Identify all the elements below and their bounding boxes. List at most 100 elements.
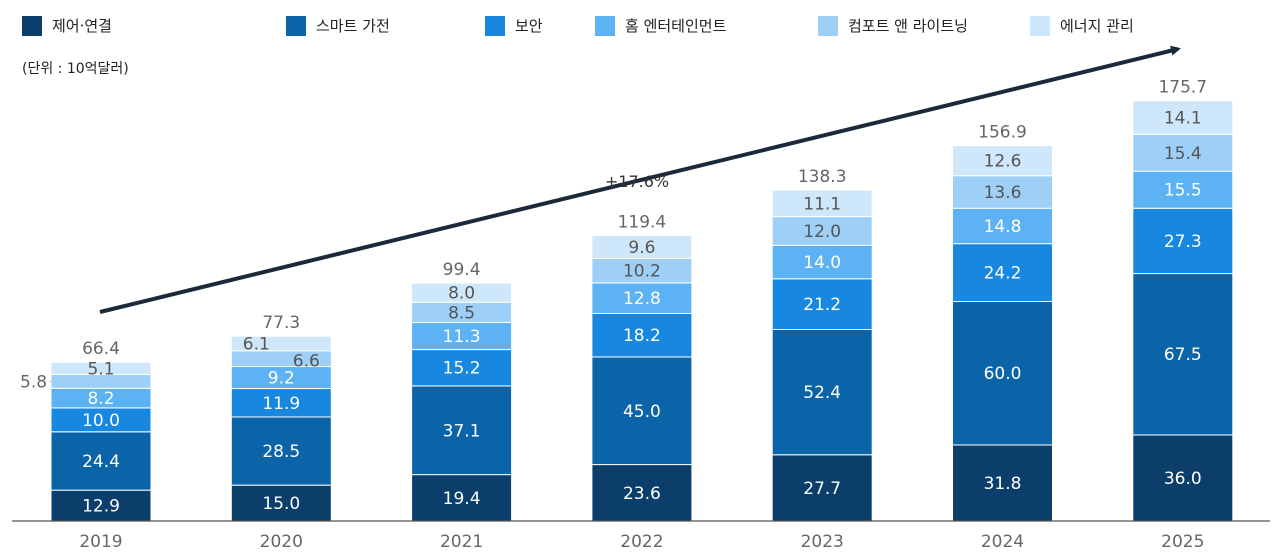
- x-tick-label: 2023: [801, 532, 844, 552]
- total-label: 77.3: [262, 313, 300, 333]
- seg-label: 67.5: [1164, 345, 1202, 365]
- cagr-label: +17.6%: [605, 172, 669, 191]
- legend-item: 에너지 관리: [1030, 16, 1134, 36]
- seg-label: 27.7: [803, 479, 841, 499]
- bar-segment: [591, 312, 693, 358]
- x-tick-label: 2024: [981, 532, 1024, 552]
- seg-label: 5.8: [20, 372, 47, 392]
- bar-segment: [952, 444, 1053, 522]
- trend-line: [99, 45, 1181, 314]
- legend-item: 컴포트 앤 라이트닝: [818, 16, 968, 36]
- bar-segment: [771, 189, 873, 218]
- seg-label: 10.0: [82, 411, 120, 431]
- bar-segment: [1132, 273, 1234, 436]
- x-tick-label: 2022: [620, 532, 663, 552]
- seg-label: 9.6: [628, 238, 655, 258]
- bar-segment: [230, 388, 332, 418]
- total-label: 138.3: [798, 167, 847, 187]
- x-tick-label: 2021: [440, 532, 483, 552]
- x-tick-label: 2020: [260, 532, 303, 552]
- legend-swatch: [818, 16, 838, 36]
- bar-segment: [771, 454, 873, 522]
- seg-label: 13.6: [984, 183, 1022, 203]
- legend-item: 홈 엔터테인먼트: [595, 16, 727, 36]
- bar-segment: [591, 356, 693, 466]
- bar-segment: [591, 282, 693, 314]
- seg-label: 11.9: [262, 394, 300, 414]
- bar-segment: [50, 361, 152, 375]
- seg-label: 23.6: [623, 484, 661, 504]
- seg-label: 12.8: [623, 289, 661, 309]
- legend-item: 스마트 가전: [286, 16, 390, 36]
- seg-label: 18.2: [623, 326, 661, 346]
- seg-label: 5.1: [87, 359, 114, 379]
- bars: 12.9 24.4 10.08.2 5.8 5.166.4 15.0 28.5 11.9 9.2…: [20, 78, 1234, 522]
- bar-segment: [771, 328, 873, 456]
- bar-segment: [591, 235, 693, 259]
- bar-stack-2024: 31.8 60.0 24.2 14.8 13.6 12.6 156.9: [952, 123, 1053, 522]
- seg-label: 11.3: [443, 327, 481, 347]
- bar-segment: [771, 278, 873, 330]
- bar-stack-2023: 27.7 52.4 21.2 14.0 12.0 11.1 138.3: [771, 167, 873, 522]
- seg-label: 27.3: [1164, 232, 1202, 252]
- bar-segment: [411, 349, 513, 387]
- seg-label: 10.2: [623, 262, 661, 282]
- seg-label: 12.0: [803, 222, 841, 242]
- x-tick-label: 2019: [79, 532, 122, 552]
- bar-segment: [952, 207, 1053, 245]
- seg-label: 24.2: [984, 264, 1022, 284]
- seg-label: 6.1: [243, 334, 270, 354]
- legend: 제어·연결 스마트 가전 보안 홈 엔터테인먼트 컴포트 앤 라이트닝 에너지 관리: [22, 16, 1134, 36]
- bar-stack-2025: 36.0 67.5 27.3 15.5 15.4 14.1 175.7: [1132, 78, 1234, 522]
- total-label: 119.4: [618, 213, 667, 233]
- bar-segment: [1132, 133, 1234, 172]
- seg-label: 21.2: [803, 295, 841, 315]
- legend-label: 홈 엔터테인먼트: [625, 17, 727, 35]
- seg-label: 28.5: [262, 442, 300, 462]
- total-label: 175.7: [1158, 78, 1207, 98]
- bar-segment: [952, 301, 1053, 446]
- legend-label: 에너지 관리: [1060, 17, 1134, 35]
- bar-segment: [1132, 207, 1234, 275]
- bar-segment: [771, 244, 873, 280]
- seg-label: 15.5: [1164, 181, 1202, 201]
- bar-stack-2021: 19.4 37.1 15.2 11.3 8.58.0 99.4: [411, 260, 513, 522]
- bar-segment: [591, 257, 693, 284]
- seg-label: 6.6: [293, 352, 320, 372]
- bar-segment: [771, 216, 873, 246]
- bar-segment: [1132, 434, 1234, 522]
- bar-segment: [50, 489, 152, 522]
- bar-stack-2019: 12.9 24.4 10.08.2 5.8 5.166.4: [20, 339, 152, 522]
- seg-label: 60.0: [984, 364, 1022, 384]
- bar-segment: [952, 145, 1053, 177]
- seg-label: 12.6: [984, 152, 1022, 172]
- seg-label: 45.0: [623, 402, 661, 422]
- bar-segment: [230, 416, 332, 486]
- bar-segment: [952, 175, 1053, 209]
- legend-swatch: [286, 16, 306, 36]
- seg-label: 14.8: [984, 217, 1022, 237]
- seg-label: 24.4: [82, 452, 120, 472]
- seg-label: 9.2: [268, 369, 295, 389]
- legend-swatch: [22, 16, 42, 36]
- legend-swatch: [1030, 16, 1050, 36]
- x-tick-label: 2025: [1161, 532, 1204, 552]
- legend-item: 보안: [485, 16, 543, 36]
- bar-stack-2020: 15.0 28.5 11.9 9.26.6 6.177.3: [230, 313, 332, 522]
- seg-label: 15.4: [1164, 144, 1202, 164]
- seg-label: 14.0: [803, 253, 841, 273]
- bar-segment: [50, 431, 152, 491]
- unit-label: (단위 : 10억달러): [22, 61, 129, 77]
- bar-segment: [411, 385, 513, 476]
- bar-segment: [230, 484, 332, 522]
- total-label: 99.4: [443, 260, 481, 280]
- seg-label: 15.0: [262, 494, 300, 514]
- legend-label: 제어·연결: [52, 17, 112, 35]
- bar-segment: [952, 243, 1053, 303]
- bar-stack-2022: 23.6 45.0 18.2 12.8 10.2 9.6 119.4: [591, 213, 693, 522]
- seg-label: 14.1: [1164, 109, 1202, 129]
- seg-label: 31.8: [984, 474, 1022, 494]
- legend-swatch: [485, 16, 505, 36]
- seg-label: 37.1: [443, 421, 481, 441]
